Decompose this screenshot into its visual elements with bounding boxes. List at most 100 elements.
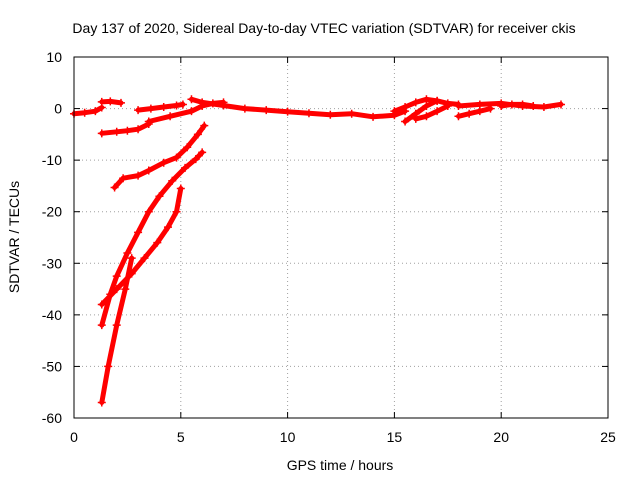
data-point [262, 106, 271, 115]
data-point [91, 107, 100, 116]
data-point [347, 109, 356, 118]
data-point [134, 125, 143, 134]
data-point [198, 148, 207, 157]
data-point [140, 254, 149, 263]
data-point [144, 166, 153, 175]
data-point [283, 107, 292, 116]
data-point [433, 107, 442, 116]
series-track-o [97, 184, 185, 309]
data-point [187, 95, 196, 104]
data-point [153, 238, 162, 247]
data-point [119, 174, 128, 183]
data-point [390, 107, 399, 116]
data-point [433, 96, 442, 105]
data-point [304, 109, 313, 118]
data-point [112, 272, 121, 281]
data-point [97, 129, 106, 138]
x-tick-label: 20 [493, 429, 509, 445]
series-track-b [97, 97, 125, 107]
data-point [106, 97, 115, 106]
x-tick-label: 0 [70, 429, 78, 445]
y-axis-label: SDTVAR / TECUs [6, 181, 22, 293]
series-line [99, 149, 205, 328]
data-point [198, 101, 207, 110]
ticks: 0 5 10 15 20 25 -60 -50 -40 -30 -20 -10 0 10 [42, 49, 616, 445]
plot-border [73, 56, 609, 419]
data-point [208, 99, 217, 108]
data-point [507, 100, 516, 109]
data-point [240, 104, 249, 113]
chart-title: Day 137 of 2020, Sidereal Day-to-day VTE… [72, 20, 575, 36]
x-tick-label: 5 [177, 429, 185, 445]
data-point [539, 103, 548, 112]
data-point [172, 101, 181, 110]
data-point [183, 143, 192, 152]
data-point [193, 130, 202, 139]
series-track-d [187, 95, 410, 121]
data-point [80, 108, 89, 117]
data-point [529, 101, 538, 110]
series-track-f [401, 96, 442, 126]
data-point [172, 207, 181, 216]
data-point [123, 126, 132, 135]
grid [74, 57, 608, 418]
y-tick-label: -20 [42, 204, 62, 220]
y-tick-label: 0 [54, 101, 62, 117]
series-line [99, 186, 184, 307]
data-point [121, 285, 130, 294]
y-tick-label: -60 [42, 410, 62, 426]
x-tick-label: 10 [280, 429, 296, 445]
data-point [191, 155, 200, 164]
series-track-p [97, 254, 136, 407]
data-point [127, 254, 136, 263]
y-tick-label: 10 [46, 49, 62, 65]
data-point [97, 97, 106, 106]
series-track-c [134, 100, 187, 115]
series-track-m [110, 121, 209, 192]
data-point [411, 98, 420, 107]
data-point [178, 100, 187, 109]
data-point [134, 171, 143, 180]
data-point [134, 106, 143, 115]
series-layer [70, 95, 566, 407]
data-point [112, 285, 121, 294]
data-point [475, 107, 484, 116]
data-point [112, 127, 121, 136]
data-point [422, 101, 431, 110]
data-point [518, 100, 527, 109]
data-point [465, 109, 474, 118]
y-tick-label: -40 [42, 307, 62, 323]
data-point [411, 114, 420, 123]
data-point [144, 117, 153, 126]
y-tick-label: -30 [42, 255, 62, 271]
x-tick-label: 15 [387, 429, 403, 445]
data-point [401, 117, 410, 126]
series-track-a [70, 103, 106, 118]
data-point [219, 98, 228, 107]
data-point [401, 103, 410, 112]
data-point [557, 100, 566, 109]
data-point [159, 158, 168, 167]
data-point [369, 112, 378, 121]
data-point [116, 98, 125, 107]
data-point [422, 95, 431, 104]
series-line [456, 106, 493, 119]
series-track-g [411, 101, 452, 123]
data-point [172, 153, 181, 162]
data-point [159, 103, 168, 112]
data-point [112, 321, 121, 330]
x-tick-label: 25 [600, 429, 616, 445]
data-point [168, 176, 177, 185]
series-track-n [97, 148, 207, 330]
data-point [326, 110, 335, 119]
y-tick-label: -50 [42, 358, 62, 374]
data-point [146, 104, 155, 113]
data-point [181, 163, 190, 172]
series-track-k [97, 120, 153, 138]
data-point [97, 321, 106, 330]
series-track-i [454, 104, 495, 121]
data-point [104, 362, 113, 371]
data-point [163, 223, 172, 232]
data-point [155, 192, 164, 201]
